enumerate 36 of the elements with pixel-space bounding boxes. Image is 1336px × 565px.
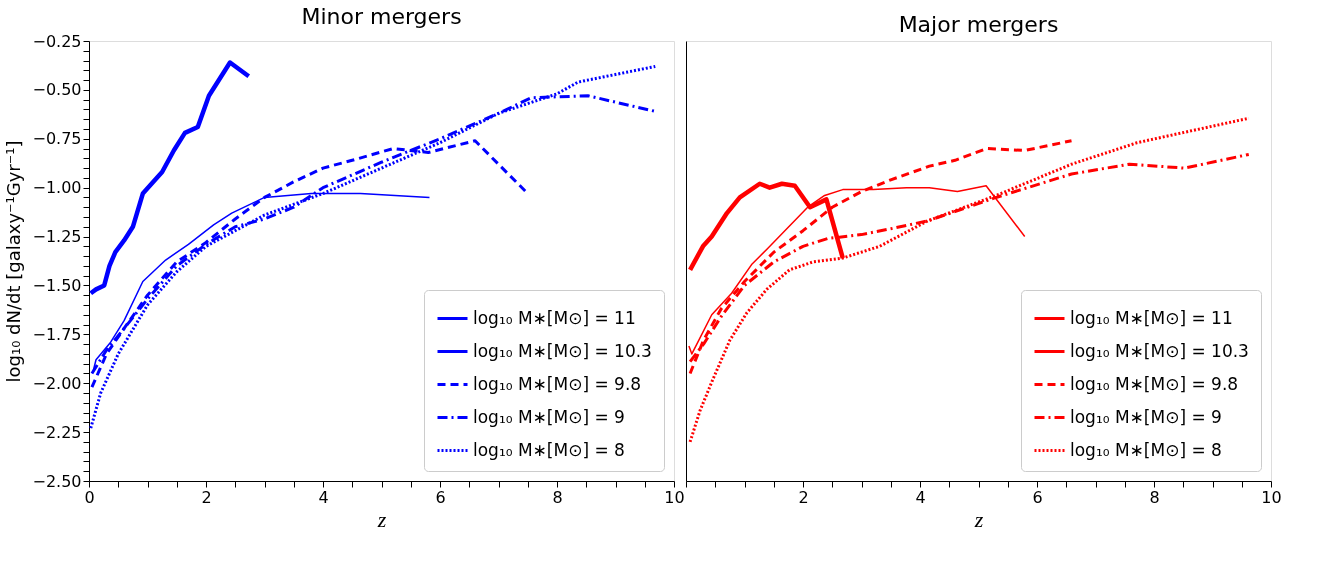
x-tick-label: 4 (318, 487, 329, 507)
x-tick-label: 2 (201, 487, 212, 507)
y-tick-label: −1.50 (32, 275, 82, 295)
x-tick-label: 8 (552, 487, 563, 507)
legend-label: log₁₀ M∗[M⊙] = 9.8 (1070, 373, 1239, 394)
y-axis-title: log₁₀ dN/dt [galaxy⁻¹Gyr⁻¹] (3, 140, 25, 383)
y-tick-label: −0.75 (32, 129, 82, 149)
y-tick-label: −2.25 (32, 422, 82, 442)
x-tick-label: 10 (1261, 487, 1282, 507)
x-axis-title: z (973, 506, 984, 532)
y-tick-label: −1.00 (32, 178, 82, 198)
x-tick-label: 4 (915, 487, 926, 507)
x-axis-title: z (376, 506, 387, 532)
x-tick-label: 6 (435, 487, 446, 507)
y-tick-label: −1.25 (32, 227, 82, 247)
chart-title: Major mergers (898, 12, 1059, 37)
legend-label: log₁₀ M∗[M⊙] = 10.3 (473, 340, 652, 361)
y-tick-label: −1.75 (32, 324, 82, 344)
legend-label: log₁₀ M∗[M⊙] = 9.8 (473, 373, 642, 394)
legend-label: log₁₀ M∗[M⊙] = 8 (473, 439, 625, 460)
chart-title: Minor mergers (301, 4, 462, 29)
x-tick-label: 10 (664, 487, 685, 507)
y-tick-label: −0.25 (32, 31, 82, 51)
x-tick-label: 8 (1149, 487, 1160, 507)
y-tick-label: −0.50 (32, 80, 82, 100)
x-tick-label: 0 (84, 487, 95, 507)
legend-label: log₁₀ M∗[M⊙] = 11 (473, 307, 636, 328)
y-tick-label: −2.00 (32, 373, 82, 393)
x-tick-label: 6 (1032, 487, 1043, 507)
legend-label: log₁₀ M∗[M⊙] = 9 (473, 406, 625, 427)
legend-label: log₁₀ M∗[M⊙] = 11 (1070, 307, 1233, 328)
legend-label: log₁₀ M∗[M⊙] = 10.3 (1070, 340, 1249, 361)
legend-label: log₁₀ M∗[M⊙] = 9 (1070, 406, 1222, 427)
x-tick-label: 2 (798, 487, 809, 507)
legend-label: log₁₀ M∗[M⊙] = 8 (1070, 439, 1222, 460)
y-tick-label: −2.50 (32, 471, 82, 491)
